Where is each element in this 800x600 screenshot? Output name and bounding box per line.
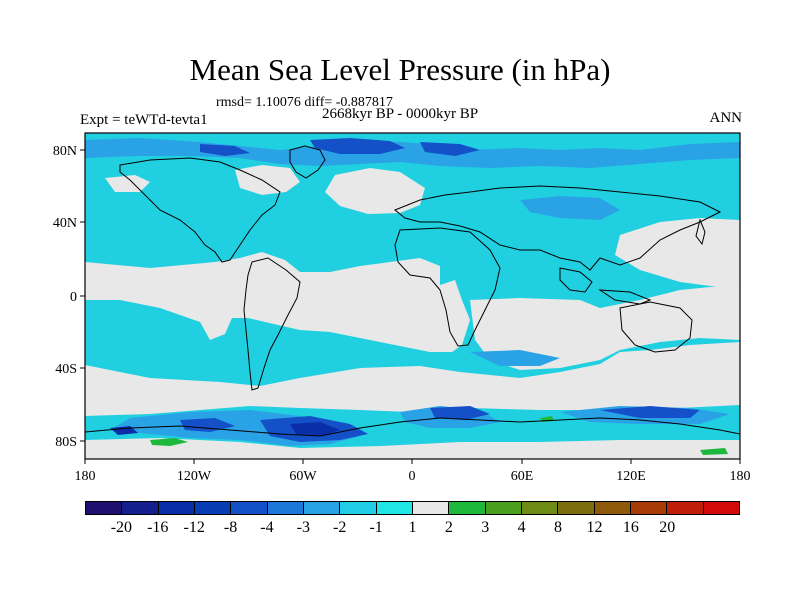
lon-label-180w: 180 <box>75 469 96 484</box>
neutral-regions <box>85 165 740 459</box>
lat-label-80n: 80N <box>53 144 77 159</box>
colorbar-label: 8 <box>554 519 563 536</box>
colorbar-swatch <box>267 502 304 514</box>
very-strong-low-regions <box>110 422 340 436</box>
colorbar-label: 16 <box>622 519 639 536</box>
india-outline <box>559 267 593 293</box>
experiment-label: Expt = teWTd-tevta1 <box>80 112 208 128</box>
colorbar-swatch <box>630 502 668 514</box>
lon-label-0: 0 <box>409 469 416 484</box>
lat-label-0: 0 <box>70 290 77 305</box>
colorbar-label: -4 <box>260 519 274 536</box>
colorbar-swatch <box>449 502 486 514</box>
colorbar-label: -8 <box>223 519 238 536</box>
colorbar-swatch <box>122 502 159 514</box>
south-america-outline <box>243 257 301 391</box>
colorbar-swatch <box>485 502 522 514</box>
lon-label-60w: 60W <box>289 469 317 484</box>
north-america-outline <box>119 157 281 263</box>
colorbar-label: -12 <box>183 519 205 536</box>
colorbar-label: 20 <box>659 519 676 536</box>
colorbar-swatch <box>194 502 232 514</box>
colorbar <box>85 501 740 515</box>
indonesia-outline <box>598 289 652 305</box>
colorbar-swatch <box>412 502 450 514</box>
australia-outline <box>619 301 693 353</box>
colorbar-swatch <box>558 502 595 514</box>
colorbar-label: -3 <box>296 519 310 536</box>
coastlines <box>85 145 740 437</box>
plot-title: Mean Sea Level Pressure (in hPa) <box>189 52 611 87</box>
latitude-axis: 80N 40N 0 40S 80S <box>53 144 85 450</box>
longitude-axis: 180 120W 60W 0 60E 120E 180 <box>75 459 751 484</box>
colorbar-label: 12 <box>586 519 603 536</box>
antarctica-outline <box>85 417 740 437</box>
positive-regions <box>150 416 728 455</box>
map-field <box>85 133 740 459</box>
period-text: 2668kyr BP - 0000kyr BP <box>322 106 479 122</box>
colorbar-swatch <box>231 502 268 514</box>
colorbar-swatch <box>594 502 631 514</box>
season-label: ANN <box>709 110 743 126</box>
lat-label-40s: 40S <box>55 362 77 377</box>
colorbar-swatch <box>340 502 377 514</box>
colorbar-label: -1 <box>369 519 383 536</box>
lat-label-40n: 40N <box>53 216 77 231</box>
colorbar-swatch <box>703 502 739 514</box>
lon-label-120e: 120E <box>616 469 646 484</box>
colorbar-label: 2 <box>444 519 453 536</box>
colorbar-swatch <box>86 502 123 514</box>
japan-outline <box>695 218 706 246</box>
colorbar-swatch <box>303 502 341 514</box>
colorbar-label: 3 <box>481 519 490 536</box>
colorbar-swatch <box>521 502 559 514</box>
africa-outline <box>394 227 501 347</box>
colorbar-swatch <box>158 502 195 514</box>
colorbar-label: -20 <box>110 519 133 536</box>
eurasia-outline <box>394 185 722 271</box>
lon-label-180e: 180 <box>730 469 751 484</box>
colorbar-label: -2 <box>333 519 347 536</box>
greenland-outline <box>289 145 326 179</box>
colorbar-label: -16 <box>147 519 169 536</box>
colorbar-label: 4 <box>517 519 526 536</box>
colorbar-swatch <box>667 502 704 514</box>
lat-label-80s: 80S <box>55 435 77 450</box>
lon-label-60e: 60E <box>511 469 534 484</box>
lon-label-120w: 120W <box>177 469 212 484</box>
colorbar-swatch <box>376 502 413 514</box>
stats-text: rmsd= 1.10076 diff= -0.887817 <box>216 95 393 110</box>
colorbar-label: 1 <box>408 519 417 536</box>
